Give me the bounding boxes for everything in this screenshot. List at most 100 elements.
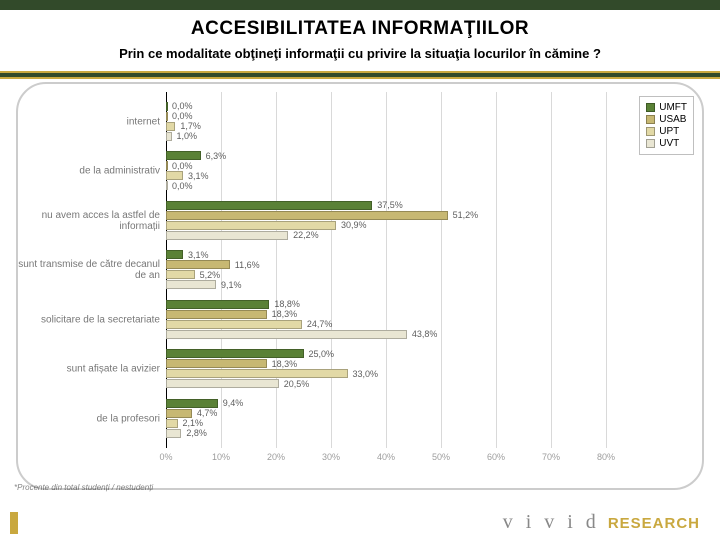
bar-value-label: 51,2% <box>450 210 479 220</box>
x-axis-tick: 50% <box>432 452 450 462</box>
bar <box>166 171 183 180</box>
bar <box>166 310 267 319</box>
bar <box>166 112 168 121</box>
bar <box>166 201 372 210</box>
x-axis-tick: 40% <box>377 452 395 462</box>
gridline <box>606 92 607 448</box>
category-group: solicitare de la secretariate18,8%18,3%2… <box>166 300 606 340</box>
bar <box>166 211 448 220</box>
bar <box>166 270 195 279</box>
x-axis-tick: 80% <box>597 452 615 462</box>
bar <box>166 161 168 170</box>
bar-value-label: 37,5% <box>374 200 403 210</box>
top-accent-bar <box>0 0 720 10</box>
bar <box>166 300 269 309</box>
bar <box>166 399 218 408</box>
bar-value-label: 11,6% <box>232 260 260 270</box>
x-axis-tick: 70% <box>542 452 560 462</box>
bar <box>166 280 216 289</box>
bar-value-label: 0,0% <box>169 181 193 191</box>
bar-value-label: 25,0% <box>306 349 335 359</box>
bar <box>166 409 192 418</box>
bar-value-label: 2,1% <box>180 418 204 428</box>
bar <box>166 330 407 339</box>
legend-item: UVT <box>646 138 687 149</box>
chart-legend: UMFTUSABUPTUVT <box>639 96 694 155</box>
bar-value-label: 0,0% <box>169 101 193 111</box>
bar-value-label: 6,3% <box>203 151 227 161</box>
bar-value-label: 9,1% <box>218 280 242 290</box>
category-label: sunt transmise de către decanul de an <box>11 259 166 281</box>
bar <box>166 429 181 438</box>
bar-value-label: 30,9% <box>338 220 367 230</box>
category-group: sunt afișate la avizier25,0%18,3%33,0%20… <box>166 349 606 389</box>
category-group: internet0,0%0,0%1,7%1,0% <box>166 102 606 142</box>
bar-value-label: 0,0% <box>169 161 193 171</box>
category-label: de la profesori <box>11 413 166 424</box>
category-group: de la profesori9,4%4,7%2,1%2,8% <box>166 399 606 439</box>
bar <box>166 369 348 378</box>
legend-label: UMFT <box>659 102 687 113</box>
chart-footnote: *Procente din total studenți / nestudenț… <box>14 483 153 492</box>
bar <box>166 359 267 368</box>
legend-swatch <box>646 103 655 112</box>
category-group: sunt transmise de către decanul de an3,1… <box>166 250 606 290</box>
bar <box>166 379 279 388</box>
category-group: nu avem acces la astfel de informații37,… <box>166 201 606 241</box>
bar <box>166 250 183 259</box>
legend-label: UVT <box>659 138 679 149</box>
bar <box>166 102 168 111</box>
bar-value-label: 3,1% <box>185 250 209 260</box>
bar <box>166 320 302 329</box>
bar <box>166 221 336 230</box>
bar <box>166 260 230 269</box>
category-label: solicitare de la secretariate <box>11 314 166 325</box>
bar-value-label: 2,8% <box>183 428 207 438</box>
x-axis-tick: 20% <box>267 452 285 462</box>
bar <box>166 419 178 428</box>
legend-label: USAB <box>659 114 686 125</box>
chart-area: 0%10%20%30%40%50%60%70%80%internet0,0%0,… <box>6 72 714 500</box>
bar <box>166 151 201 160</box>
legend-item: USAB <box>646 114 687 125</box>
category-label: de la administrativ <box>11 166 166 177</box>
bar-value-label: 24,7% <box>304 319 333 329</box>
bar-value-label: 4,7% <box>194 408 218 418</box>
x-axis-tick: 10% <box>212 452 230 462</box>
bar-value-label: 33,0% <box>350 369 379 379</box>
bar <box>166 181 168 190</box>
bar-value-label: 18,8% <box>271 299 300 309</box>
bar-value-label: 3,1% <box>185 171 209 181</box>
brand-research: RESEARCH <box>608 515 700 532</box>
x-axis-tick: 60% <box>487 452 505 462</box>
legend-swatch <box>646 139 655 148</box>
legend-swatch <box>646 127 655 136</box>
chart-plot: 0%10%20%30%40%50%60%70%80%internet0,0%0,… <box>166 92 606 462</box>
bar <box>166 132 172 141</box>
bar-value-label: 1,7% <box>177 121 201 131</box>
bar-value-label: 18,3% <box>269 359 298 369</box>
brand-vivid: v i v i d <box>503 511 600 534</box>
legend-swatch <box>646 115 655 124</box>
x-axis-tick: 0% <box>159 452 172 462</box>
category-label: nu avem acces la astfel de informații <box>11 210 166 232</box>
page-title: ACCESIBILITATEA INFORMAŢIILOR <box>20 18 700 40</box>
bar-value-label: 1,0% <box>174 131 198 141</box>
bar-value-label: 9,4% <box>220 398 244 408</box>
bar-value-label: 5,2% <box>197 270 221 280</box>
category-group: de la administrativ6,3%0,0%3,1%0,0% <box>166 151 606 191</box>
bar-value-label: 0,0% <box>169 111 193 121</box>
x-axis-tick: 30% <box>322 452 340 462</box>
bar-value-label: 20,5% <box>281 379 310 389</box>
bar-value-label: 43,8% <box>409 329 438 339</box>
bar <box>166 122 175 131</box>
footer: v i v i d RESEARCH <box>503 511 700 534</box>
category-label: sunt afișate la avizier <box>11 364 166 375</box>
bar-value-label: 22,2% <box>290 230 319 240</box>
category-label: internet <box>11 116 166 127</box>
legend-item: UMFT <box>646 102 687 113</box>
bar <box>166 231 288 240</box>
legend-item: UPT <box>646 126 687 137</box>
header: ACCESIBILITATEA INFORMAŢIILOR Prin ce mo… <box>0 10 720 67</box>
legend-label: UPT <box>659 126 679 137</box>
